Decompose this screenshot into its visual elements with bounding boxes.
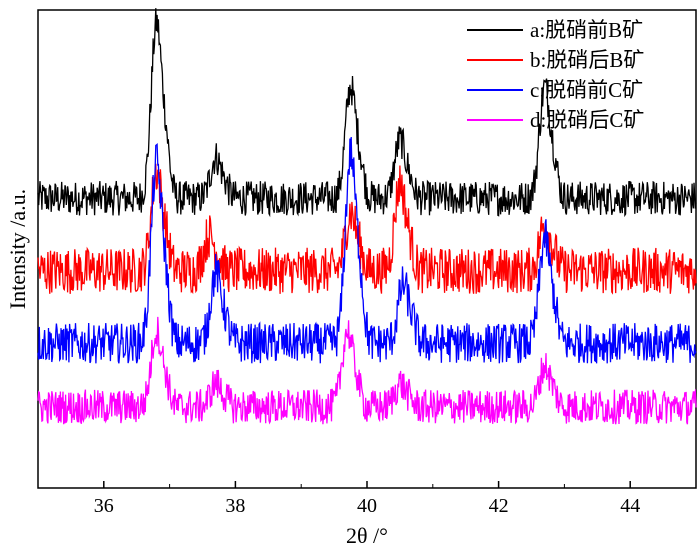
- y-axis-label: Intensity /a.u.: [5, 189, 30, 309]
- x-axis-ticks: 36 38 40 42 44: [37, 481, 697, 517]
- legend-label: a:脱硝前B矿: [530, 18, 643, 42]
- legend-label: c:脱硝前C矿: [530, 78, 643, 102]
- series-line-c: [37, 136, 697, 364]
- series-line-b: [37, 163, 697, 295]
- legend-label: b:脱硝后B矿: [530, 48, 644, 72]
- series-line-a: [37, 8, 697, 218]
- x-tick-label: 40: [357, 495, 377, 517]
- series-group: [37, 8, 697, 425]
- series-line-d: [37, 316, 697, 425]
- legend: a:脱硝前B矿 b:脱硝后B矿 c:脱硝前C矿 d:脱硝后C矿: [467, 18, 644, 132]
- x-tick-label: 42: [489, 495, 509, 517]
- x-axis-label: 2θ /°: [346, 523, 388, 548]
- x-tick-label: 44: [620, 495, 640, 517]
- legend-label: d:脱硝后C矿: [530, 108, 644, 132]
- x-tick-label: 36: [94, 495, 114, 517]
- x-tick-label: 38: [225, 495, 245, 517]
